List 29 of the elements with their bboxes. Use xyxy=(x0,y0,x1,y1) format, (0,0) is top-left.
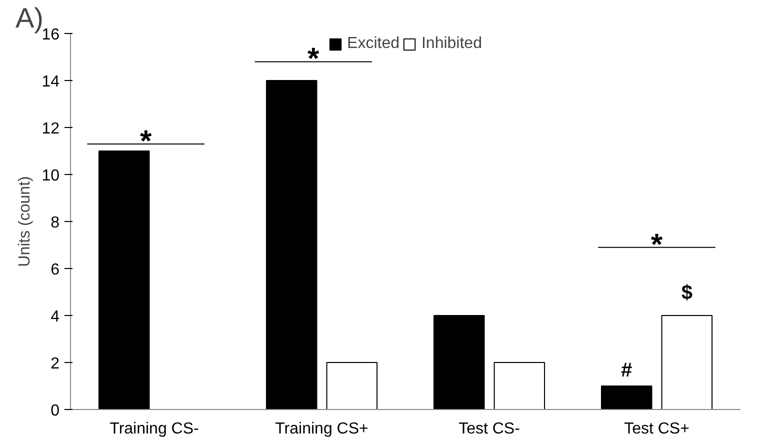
annotation: $ xyxy=(681,282,692,304)
y-tick-label: 10 xyxy=(42,168,60,184)
x-tick-label: Training CS- xyxy=(110,420,199,438)
text: A) xyxy=(16,2,44,34)
x-tick-label: Training CS+ xyxy=(275,420,368,438)
annotation: * xyxy=(140,124,152,158)
bar xyxy=(326,362,378,410)
bar xyxy=(266,80,318,410)
bar xyxy=(433,315,485,410)
annotation: * xyxy=(650,228,663,262)
y-tick-label: 16 xyxy=(42,26,60,44)
bar xyxy=(494,362,546,410)
bar xyxy=(98,150,150,410)
y-tick-label: 4 xyxy=(50,308,60,326)
bar xyxy=(600,386,652,410)
x-tick-label: Test CS+ xyxy=(624,420,690,438)
legend-label: Inhibited xyxy=(421,35,482,53)
y-axis-title: Units (count) xyxy=(16,176,34,267)
y-tick-label: 2 xyxy=(50,356,60,372)
y-tick-label: 8 xyxy=(50,214,60,232)
legend-label: Excited xyxy=(347,35,400,53)
annotation: # xyxy=(621,359,632,382)
y-tick-label: 6 xyxy=(50,262,60,278)
annotation: * xyxy=(308,42,320,76)
y-tick-label: 0 xyxy=(50,402,60,420)
bar xyxy=(661,315,713,410)
y-tick-label: 12 xyxy=(42,120,60,138)
y-tick-label: 14 xyxy=(42,74,60,90)
x-tick-label: Test CS- xyxy=(458,420,520,438)
